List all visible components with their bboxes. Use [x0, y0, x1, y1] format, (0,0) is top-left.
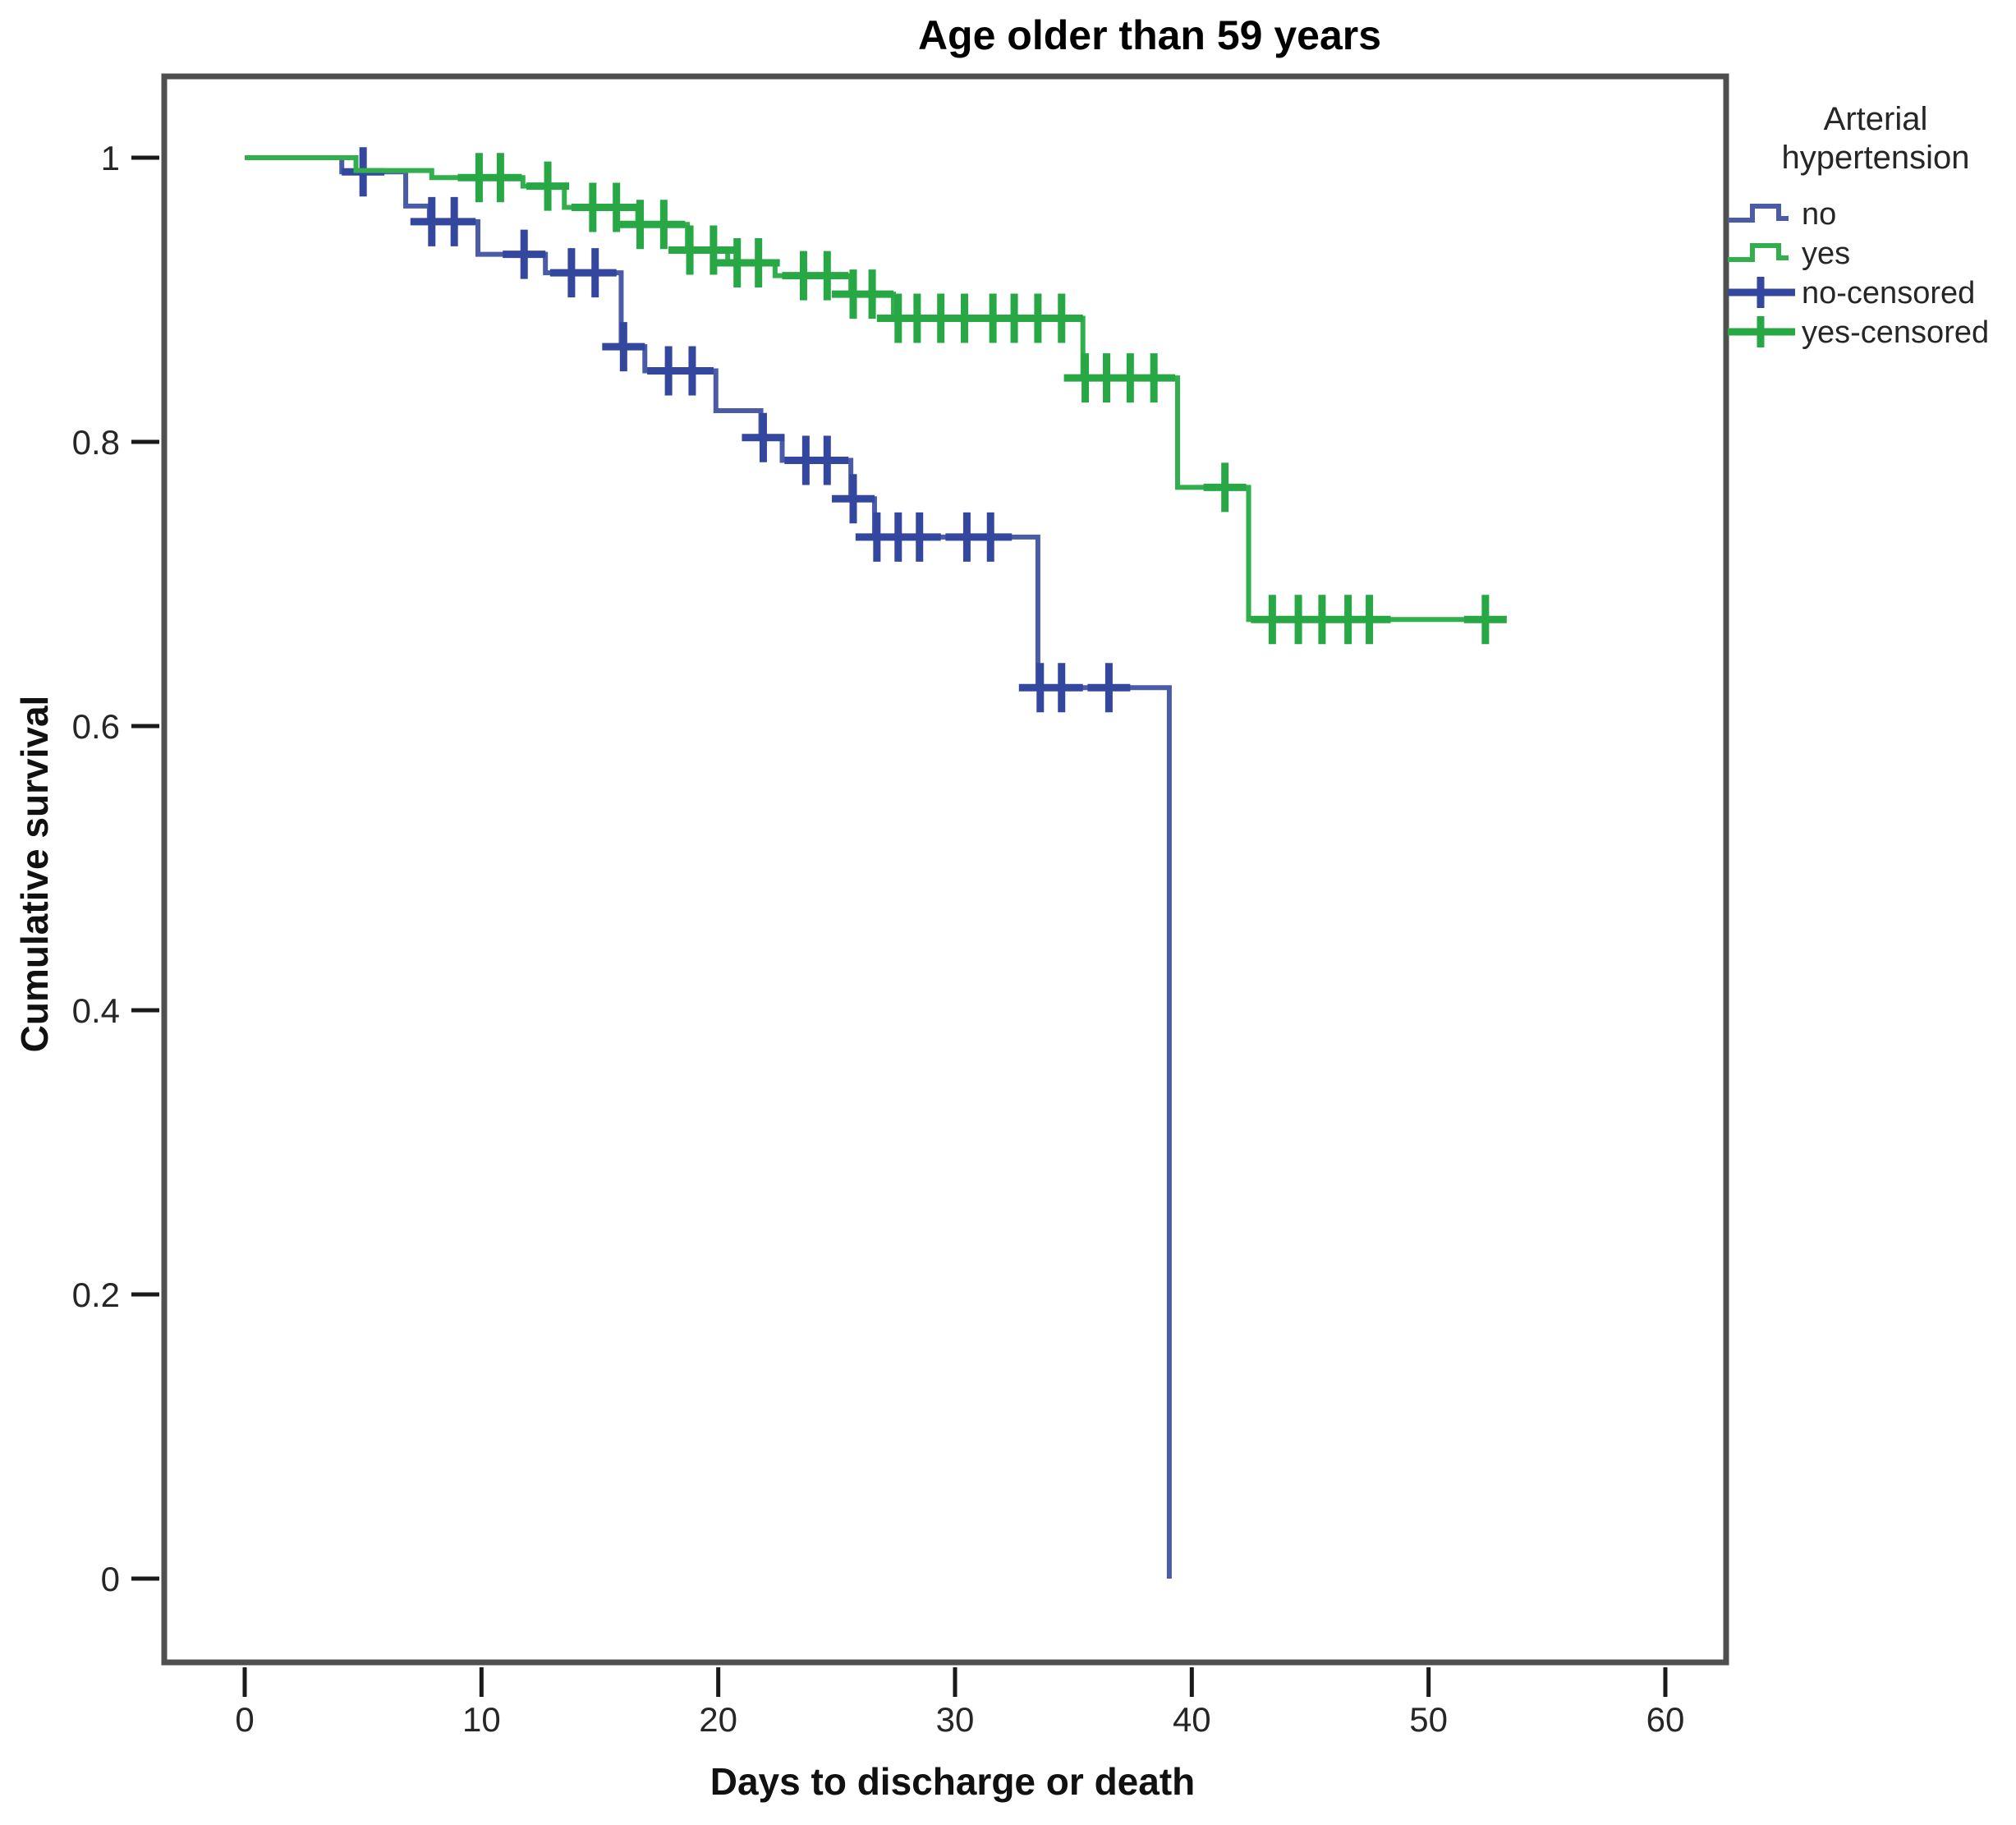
legend-swatch-plus-no-censored — [1728, 277, 1795, 308]
legend: no yes no-censored yes-censored — [1728, 197, 1989, 350]
legend-item-yes: yes — [1728, 237, 1850, 271]
x-tick-label: 30 — [936, 1700, 975, 1739]
y-tick-label: 0.6 — [72, 707, 120, 746]
legend-item-label: yes — [1802, 237, 1850, 271]
y-axis-title: Cumulative survival — [13, 696, 56, 1053]
x-tick-label: 60 — [1646, 1700, 1685, 1739]
survival-curve-no — [245, 155, 1172, 1579]
y-tick-label: 0.4 — [72, 991, 120, 1030]
x-tick-label: 10 — [462, 1700, 501, 1739]
x-tick-label: 0 — [235, 1700, 254, 1739]
legend-swatch-step-no — [1728, 204, 1789, 223]
y-tick-label: 0 — [101, 1560, 120, 1598]
legend-title-line1: Arterial — [1824, 101, 1928, 137]
y-tick-label: 1 — [101, 139, 120, 177]
x-tick-label: 40 — [1173, 1700, 1211, 1739]
legend-item-yes-censored: yes-censored — [1728, 315, 1989, 350]
legend-swatch-step-yes — [1728, 243, 1789, 262]
y-axis-ticks: 1 0.8 0.6 0.4 0.2 0 — [72, 139, 159, 1598]
legend-item-no: no — [1728, 197, 1836, 232]
legend-item-label: yes-censored — [1802, 315, 1989, 350]
series-layer — [245, 147, 1507, 1579]
y-tick-label: 0.2 — [72, 1276, 120, 1314]
x-tick-label: 20 — [699, 1700, 737, 1739]
plot-frame — [161, 73, 1729, 1666]
y-tick-label: 0.8 — [72, 423, 120, 462]
censor-marks-yes — [457, 153, 1507, 645]
legend-item-label: no-censored — [1802, 276, 1975, 310]
legend-title-line2: hypertension — [1781, 140, 1969, 176]
legend-item-label: no — [1802, 197, 1836, 232]
legend-item-no-censored: no-censored — [1728, 276, 1975, 310]
x-tick-label: 50 — [1409, 1700, 1448, 1739]
plot-area — [164, 76, 1726, 1662]
legend-swatch-plus-yes-censored — [1728, 316, 1795, 347]
chart-title: Age older than 59 years — [918, 12, 1381, 58]
x-axis-ticks: 0 10 20 30 40 50 60 — [235, 1667, 1684, 1739]
x-axis-title: Days to discharge or death — [710, 1760, 1196, 1803]
